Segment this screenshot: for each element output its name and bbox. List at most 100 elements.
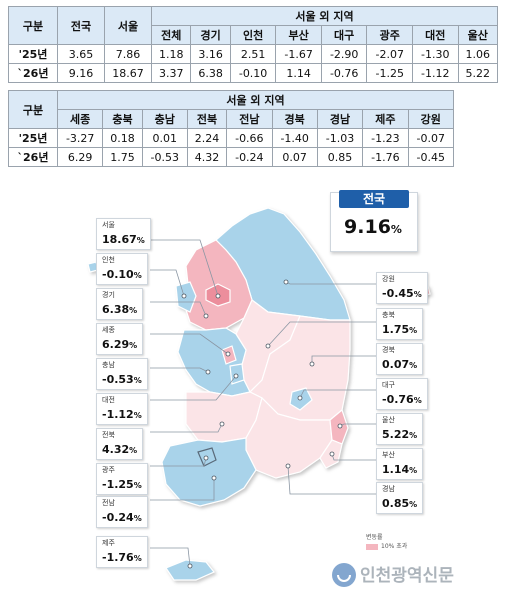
callout-unit: %: [409, 361, 418, 371]
location-dot: [329, 451, 335, 457]
callout-seoul: 서울 18.67%: [96, 218, 151, 251]
callout-name: 광주: [102, 466, 115, 474]
table1-rowhead: 구분: [8, 6, 58, 45]
cell: 1.75: [102, 147, 143, 167]
callout-daegu: 대구 -0.76%: [376, 378, 428, 411]
leader-line: [311, 355, 376, 364]
leader-line: [150, 423, 223, 433]
callout-unit: %: [133, 376, 142, 386]
cell: 3.16: [190, 44, 231, 64]
leader-line: [267, 321, 376, 347]
row-label: `26년: [8, 147, 58, 167]
callout-name: 세종: [102, 326, 115, 334]
location-dot: [225, 351, 231, 357]
callout-unit: %: [133, 481, 142, 491]
cell: 6.38: [190, 63, 231, 83]
cell: -0.45: [407, 147, 455, 167]
callout-value: 18.67: [102, 233, 137, 247]
callout-value: -0.53: [102, 373, 134, 387]
location-dot: [265, 343, 271, 349]
cell: 3.37: [150, 63, 192, 83]
callout-sejong: 세종 6.29%: [96, 323, 144, 356]
callout-unit: %: [409, 466, 418, 476]
leader-line: [150, 301, 207, 317]
region-chungnam: [177, 327, 251, 397]
table-row: `26년 9.16 18.67 3.37 6.38 -0.10 1.14 -0.…: [8, 63, 499, 83]
table2-sub-header: 강원: [407, 109, 455, 129]
price-change-table-1: 구분 전국 서울 서울 외 지역 전체 경기 인천 부산 대구 광주 대전 울산…: [8, 6, 499, 83]
callout-gwangju: 광주 -1.25%: [96, 463, 148, 496]
callout-unit: %: [133, 271, 142, 281]
callout-jeonbuk: 전북 4.32%: [96, 428, 144, 461]
location-dot: [283, 279, 289, 285]
callout-name: 경남: [382, 485, 395, 493]
row-label: `26년: [8, 63, 58, 83]
leader-line: [150, 367, 209, 373]
cell: 2.24: [186, 128, 228, 148]
table2-rowhead: 구분: [8, 90, 58, 129]
callout-value: 4.32: [102, 443, 130, 457]
legend-label: 10% 초과: [381, 543, 408, 550]
national-number: 9.16: [344, 216, 391, 238]
cell: 18.67: [104, 63, 152, 83]
national-value: 9.16%: [330, 216, 416, 238]
callout-name: 강원: [382, 275, 395, 283]
callout-value: -0.24: [102, 511, 134, 525]
location-dot: [211, 475, 217, 481]
callout-name: 경북: [382, 346, 395, 354]
cell: 3.65: [57, 44, 105, 64]
cell: -1.67: [275, 44, 322, 64]
price-change-table-2: 구분 서울 외 지역 세종 충북 충남 전북 전남 경북 경남 제주 강원 '2…: [8, 90, 455, 167]
location-dot: [337, 423, 343, 429]
cell: -0.24: [226, 147, 273, 167]
callout-name: 부산: [382, 451, 395, 459]
callout-value: -1.76: [102, 551, 134, 565]
callout-unit: %: [133, 554, 142, 564]
callout-unit: %: [129, 306, 138, 316]
table-row: '25년 -3.27 0.18 0.01 2.24 -0.66 -1.40 -1…: [8, 128, 455, 148]
table2-sub-header: 경북: [271, 109, 318, 129]
callout-name: 충북: [382, 311, 395, 319]
table2-sub-header: 충북: [102, 109, 143, 129]
leader-line: [150, 239, 219, 297]
callout-value: -1.12: [102, 408, 134, 422]
callout-unit: %: [409, 431, 418, 441]
location-dot: [309, 361, 315, 367]
cell: 5.22: [457, 63, 499, 83]
callout-value: 5.22: [382, 428, 410, 442]
leader-line: [150, 478, 215, 501]
table2-sub-header: 세종: [56, 109, 104, 129]
callout-name: 대전: [102, 396, 115, 404]
national-unit: %: [390, 223, 402, 236]
callout-unit: %: [129, 446, 138, 456]
callout-name: 인천: [102, 256, 115, 264]
cell: 1.14: [275, 63, 322, 83]
callout-unit: %: [409, 500, 418, 510]
callout-busan: 부산 1.14%: [376, 448, 424, 481]
callout-chungbuk: 충북 1.75%: [376, 308, 424, 341]
callout-jeju: 제주 -1.76%: [96, 536, 148, 569]
cell: 4.32: [186, 147, 228, 167]
callout-ulsan: 울산 5.22%: [376, 413, 424, 446]
callout-name: 서울: [102, 221, 115, 229]
cell: -2.07: [366, 44, 413, 64]
callout-unit: %: [133, 411, 142, 421]
legend-swatch: [366, 543, 378, 550]
callout-value: 1.75: [382, 323, 410, 337]
leader-line: [150, 269, 185, 297]
callout-name: 전북: [102, 431, 115, 439]
legend-title: 변동률: [366, 534, 383, 541]
table1-sub-header: 광주: [366, 25, 413, 45]
cell: -0.53: [141, 147, 188, 167]
callout-gyeonggi: 경기 6.38%: [96, 288, 144, 321]
callout-name: 전남: [102, 499, 115, 507]
table2-sub-header: 제주: [362, 109, 409, 129]
table1-sub-header: 전체: [150, 25, 192, 45]
region-jeju: [165, 559, 215, 581]
callout-jeonnam: 전남 -0.24%: [96, 496, 148, 529]
table2-sub-header: 전남: [226, 109, 273, 129]
table1-sub-header: 경기: [190, 25, 231, 45]
table2-sub-header: 충남: [141, 109, 188, 129]
location-dot: [181, 293, 187, 299]
